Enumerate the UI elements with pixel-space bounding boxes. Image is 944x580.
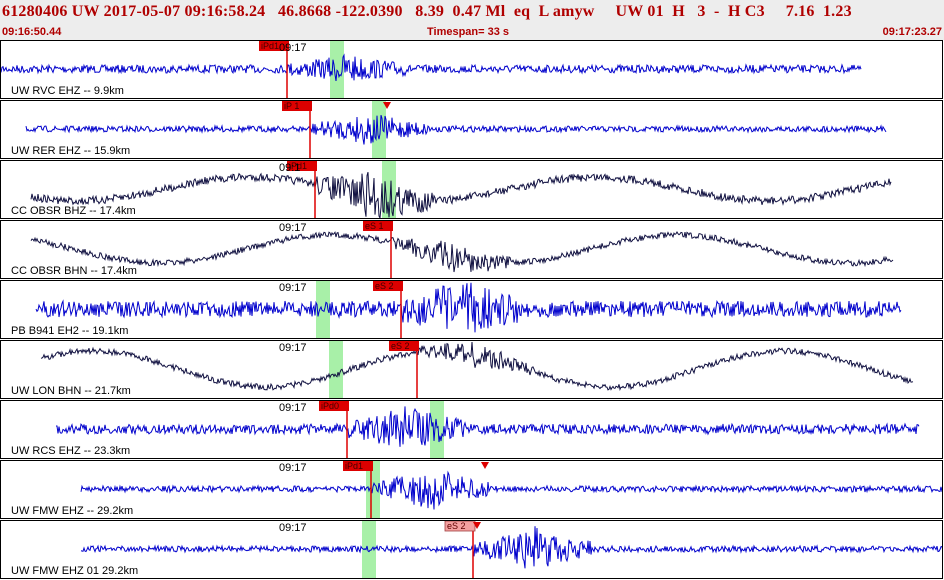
trace-line — [56, 406, 920, 447]
phase-pick-label: iPd1 — [289, 161, 307, 171]
phase-pick-flag[interactable] — [259, 41, 289, 51]
trace-line — [80, 526, 942, 569]
channel-label: UW RVC EHZ -- 9.9km — [11, 85, 124, 97]
phase-pick-flag[interactable] — [373, 281, 403, 291]
phase-pick-label: iPd1 — [345, 461, 363, 471]
arrival-marker-icon[interactable] — [481, 462, 489, 469]
phase-pick-flag[interactable] — [363, 221, 393, 231]
time-tick-label: 09:17 — [279, 42, 307, 54]
phase-pick-label: eS 2 — [375, 281, 394, 291]
analysis-window — [316, 281, 330, 338]
arrival-marker-icon[interactable] — [383, 102, 391, 109]
phase-pick-flag[interactable] — [343, 461, 373, 471]
phase-pick-label: iPd1 — [261, 41, 279, 51]
waveform-panels: iPd1 09:17 UW RVC EHZ -- 9.9km iP 1 UW RER E… — [0, 40, 944, 580]
channel-label: PB B941 EH2 -- 19.1km — [11, 325, 129, 337]
waveform-panel[interactable]: iPd0 09:17 UW RCS EHZ -- 23.3km — [0, 400, 943, 459]
trace-line — [30, 230, 894, 273]
phase-pick-flag[interactable] — [389, 341, 419, 351]
time-tick-label: 09:17 — [279, 462, 307, 474]
analysis-window — [372, 101, 386, 158]
trace-line — [35, 282, 902, 333]
phase-pick-flag[interactable] — [287, 161, 317, 171]
seismogram: iPd0 — [56, 401, 920, 458]
phase-pick-label: eS 1 — [365, 221, 384, 231]
waveform-panel[interactable]: eS 1 09:17 CC OBSR BHN -- 17.4km — [0, 220, 943, 279]
waveform-panel[interactable]: iP 1 UW RER EHZ -- 15.9km — [0, 100, 943, 159]
waveform-panel[interactable]: eS 2 09:17 UW LON BHN -- 21.7km — [0, 340, 943, 399]
analysis-window — [329, 341, 343, 398]
time-tick-label: 09:17 — [279, 402, 307, 414]
time-start: 09:16:50.44 — [2, 26, 62, 38]
phase-pick-flag[interactable] — [444, 521, 476, 532]
waveform-panel[interactable]: iPd1 09:1 CC OBSR BHZ -- 17.4km — [0, 160, 943, 219]
analysis-window — [430, 401, 444, 458]
time-tick-label: 09:17 — [279, 342, 307, 354]
analysis-window — [382, 161, 396, 218]
waveform-panel[interactable]: eS 2 09:17 PB B941 EH2 -- 19.1km — [0, 280, 943, 339]
analysis-window — [362, 521, 376, 578]
waveform-panel[interactable]: eS 2 09:17 UW FMW EHZ 01 29.2km — [0, 520, 943, 579]
waveform-panel[interactable]: iPd1 09:17 UW RVC EHZ -- 9.9km — [0, 40, 943, 99]
waveform-panel[interactable]: iPd1 09:17 UW FMW EHZ -- 29.2km — [0, 460, 943, 519]
arrival-marker-icon[interactable] — [473, 522, 481, 529]
phase-pick-label: eS 2 — [391, 341, 410, 351]
phase-pick-label: iPd0 — [321, 401, 339, 411]
channel-label: UW FMW EHZ 01 29.2km — [11, 565, 139, 577]
trace-line — [30, 171, 892, 218]
phase-pick-flag[interactable] — [319, 401, 349, 411]
time-tick-label: 09:1 — [279, 162, 301, 174]
channel-label: UW RCS EHZ -- 23.3km — [11, 445, 131, 457]
time-tick-label: 09:17 — [279, 282, 307, 294]
event-header: 61280406 UW 2017-05-07 09:16:58.24 46.86… — [0, 0, 944, 40]
channel-label: UW RER EHZ -- 15.9km — [11, 145, 131, 157]
channel-label: UW FMW EHZ -- 29.2km — [11, 505, 134, 517]
trace-line — [40, 341, 914, 392]
seismogram: iPd1 — [1, 41, 862, 98]
event-summary: 61280406 UW 2017-05-07 09:16:58.24 46.86… — [2, 3, 852, 20]
seismogram: iPd1 — [30, 161, 892, 218]
phase-pick-flag[interactable] — [282, 101, 312, 111]
trace-line — [80, 470, 942, 510]
trace-line — [1, 53, 862, 81]
phase-pick-label: iP 1 — [284, 101, 299, 111]
seismogram: eS 2 — [35, 281, 902, 338]
time-end: 09:17:23.27 — [882, 26, 942, 38]
time-tick-label: 09:17 — [279, 222, 307, 234]
trace-line — [25, 114, 887, 145]
seismogram: eS 1 — [30, 221, 894, 278]
seismogram: iPd1 — [80, 461, 942, 518]
channel-label: UW LON BHN -- 21.7km — [11, 385, 131, 397]
time-tick-label: 09:17 — [279, 522, 307, 534]
seismogram: eS 2 — [80, 521, 942, 578]
phase-pick-label: eS 2 — [447, 521, 466, 531]
seismogram: iP 1 — [25, 101, 887, 158]
channel-label: CC OBSR BHZ -- 17.4km — [11, 205, 136, 217]
analysis-window — [330, 41, 344, 98]
timespan-readout: Timespan= 33 s — [427, 26, 510, 38]
seismogram: eS 2 — [40, 341, 914, 398]
channel-label: CC OBSR BHN -- 17.4km — [11, 265, 137, 277]
